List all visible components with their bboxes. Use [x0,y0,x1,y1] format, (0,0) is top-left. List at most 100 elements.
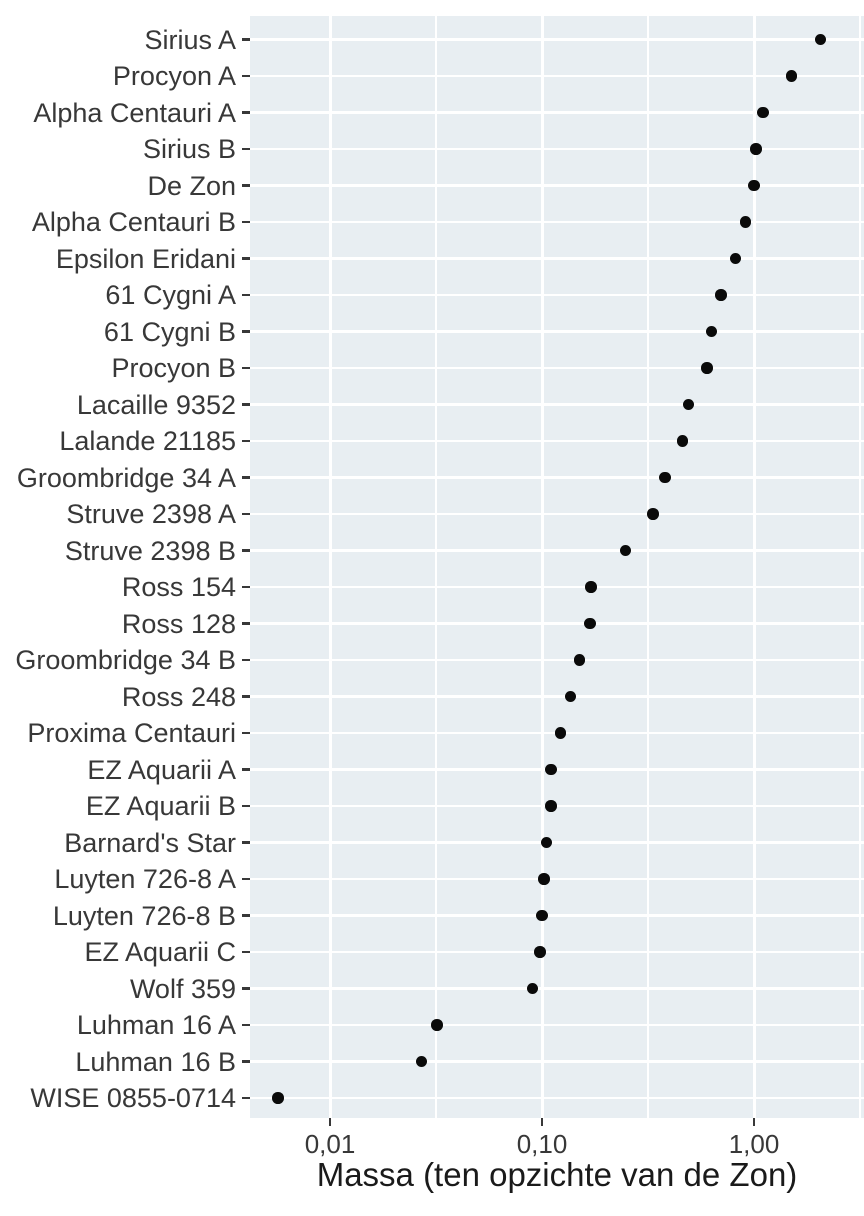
y-axis-label: EZ Aquarii A [87,754,236,785]
y-axis-tick [241,403,250,406]
y-axis-label: Ross 248 [121,681,236,712]
horizontal-gridline [250,184,864,187]
horizontal-gridline [250,585,864,589]
data-point [415,1055,428,1068]
y-axis-label: Luyten 726-8 B [52,900,236,931]
data-point [431,1019,443,1031]
y-axis-label: Procyon A [112,61,236,91]
data-point [647,508,659,520]
horizontal-gridline [250,622,864,625]
y-axis-tick [241,330,250,333]
x-tick-label: 0,01 [304,1129,356,1159]
y-axis-tick [241,74,250,78]
horizontal-gridline [250,950,864,954]
data-point [272,1092,284,1104]
y-axis-tick [241,184,250,187]
x-axis-title: Massa (ten opzichte van de Zon) [316,1156,798,1193]
data-point [757,106,769,119]
horizontal-gridline [250,549,864,552]
data-point [739,216,752,228]
y-axis-label: Luhman 16 B [75,1046,236,1077]
y-axis-label: EZ Aquarii B [85,791,236,821]
data-point [729,252,742,265]
horizontal-gridline [250,914,864,917]
horizontal-gridline [250,330,864,333]
horizontal-gridline [250,877,864,881]
horizontal-gridline [250,257,864,260]
horizontal-gridline [250,987,864,990]
horizontal-gridline [250,1096,864,1100]
data-point [785,70,798,82]
horizontal-gridline [250,147,864,151]
horizontal-gridline [250,38,864,41]
y-axis-tick [241,366,250,370]
data-point [705,325,718,338]
y-axis-tick [241,804,250,808]
horizontal-gridline [250,512,864,516]
y-axis-label: Struve 2398 A [66,499,236,529]
y-axis-tick [241,147,250,151]
data-point [748,179,760,192]
y-axis-tick [241,512,250,516]
y-axis-tick [241,1096,250,1100]
y-axis-tick [241,220,250,224]
data-point [619,544,632,557]
y-axis-label: Struve 2398 B [64,535,236,566]
data-point [554,727,567,739]
horizontal-gridline [250,403,864,406]
y-axis-label: 61 Cygni B [103,316,236,347]
y-axis-tick [241,914,250,917]
horizontal-gridline [250,111,864,114]
y-axis-tick [241,987,250,990]
y-axis-tick [241,257,250,260]
y-axis-tick [241,950,250,954]
horizontal-gridline [250,695,864,698]
y-axis-tick [241,585,250,589]
minor-gridline [646,16,649,1118]
y-axis-label: Sirius B [142,134,236,164]
horizontal-gridline [250,366,864,370]
y-axis-tick [241,38,250,41]
data-point [564,690,577,703]
y-axis-tick [241,731,250,735]
y-axis-tick [241,1023,250,1027]
y-axis-label: Ross 128 [121,608,236,639]
x-tick-label: 1,00 [728,1129,780,1159]
horizontal-gridline [250,841,864,844]
y-axis-label: EZ Aquarii C [84,937,236,967]
horizontal-gridline [250,1060,864,1063]
x-axis-tick [540,1118,544,1126]
minor-gridline [859,16,861,1118]
y-axis-label: Barnard's Star [64,827,236,858]
data-point [545,763,557,776]
y-axis-label: Groombridge 34 B [15,645,236,675]
data-point [534,946,546,958]
y-axis-label: Alpha Centauri B [31,207,236,237]
data-point [682,398,695,411]
data-point [573,654,586,666]
x-axis-tick [752,1118,756,1126]
horizontal-gridline [250,1023,864,1027]
y-axis-tick [241,549,250,552]
y-axis-tick [241,293,250,297]
data-point [701,362,713,374]
y-axis-tick [241,1060,250,1063]
data-point [715,289,727,301]
x-axis-tick [328,1118,332,1126]
y-axis-label: Lacaille 9352 [76,389,236,420]
y-axis-label: Luhman 16 A [76,1010,236,1040]
horizontal-gridline [250,768,864,771]
data-point [540,836,553,849]
data-point [659,471,671,484]
y-axis-label: WISE 0855-0714 [30,1083,236,1113]
major-gridline [328,16,332,1118]
data-point [676,435,689,447]
horizontal-gridline [250,74,864,78]
y-axis-tick [241,111,250,114]
major-gridline [540,16,544,1118]
y-axis-label: Sirius A [144,24,236,55]
data-point [750,143,762,155]
y-axis-label: Luyten 726-8 A [54,864,236,894]
horizontal-gridline [250,804,864,808]
